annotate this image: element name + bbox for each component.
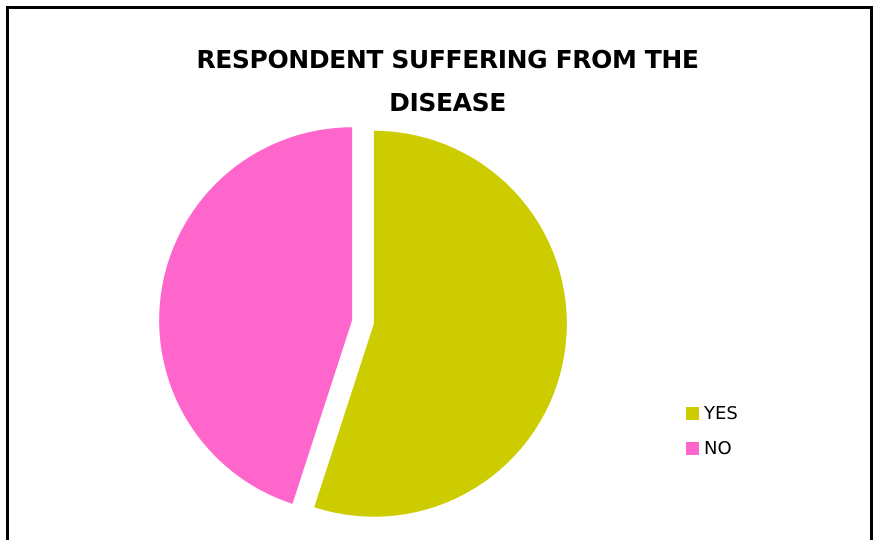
legend-item-no: NO (686, 431, 738, 466)
chart-title-line-1: RESPONDENT SUFFERING FROM THE (196, 45, 699, 74)
chart-title: RESPONDENT SUFFERING FROM THE DISEASE (0, 38, 881, 124)
legend-swatch-no (686, 442, 699, 455)
legend-item-yes: YES (686, 396, 738, 431)
legend-label-no: NO (704, 438, 732, 459)
legend-label-yes: YES (704, 403, 738, 424)
legend: YES NO (686, 396, 738, 466)
pie-slice-no (159, 127, 353, 504)
chart-title-line-2: DISEASE (389, 88, 506, 117)
legend-swatch-yes (686, 407, 699, 420)
pie-slice-yes (314, 130, 567, 517)
